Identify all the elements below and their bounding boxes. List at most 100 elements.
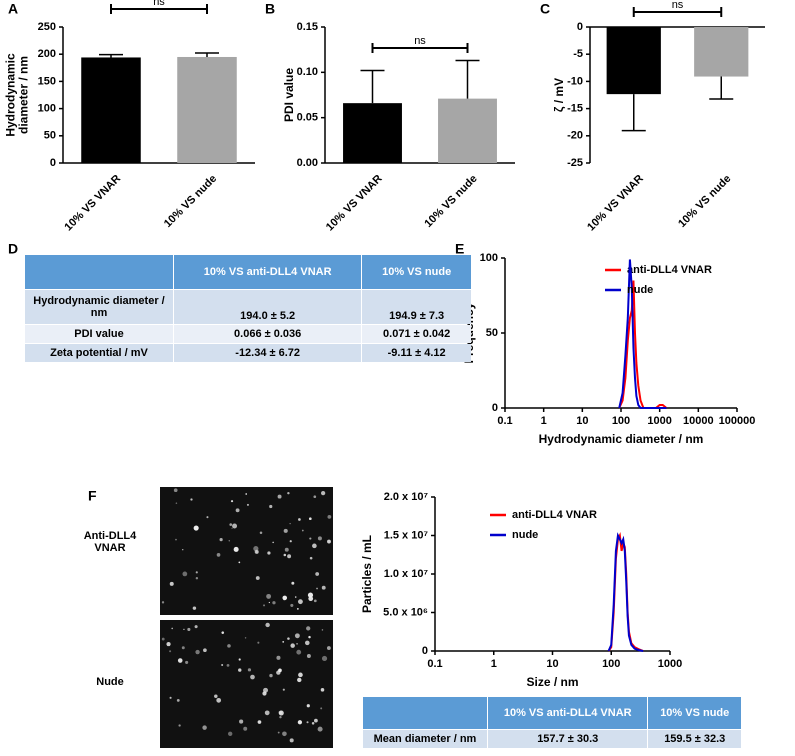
- particle: [304, 640, 310, 646]
- particle: [321, 585, 326, 590]
- particle: [255, 576, 260, 580]
- x-tick-label: 0.1: [427, 658, 442, 670]
- particle: [263, 604, 266, 607]
- annotation: ns: [414, 35, 426, 47]
- legend-label: anti-DLL4 VNAR: [627, 264, 712, 276]
- legend-label: anti-DLL4 VNAR: [512, 509, 597, 521]
- particle: [262, 691, 267, 696]
- particle: [317, 536, 322, 541]
- particle: [231, 527, 233, 529]
- particle: [176, 698, 180, 702]
- particle: [278, 710, 283, 715]
- particle: [190, 498, 193, 501]
- particle: [277, 731, 280, 734]
- particle: [272, 601, 276, 605]
- cell: 194.9 ± 7.3: [362, 290, 471, 324]
- particle: [283, 553, 287, 557]
- y-tick-label: 150: [38, 75, 56, 87]
- cell: 159.5 ± 32.3: [648, 730, 741, 748]
- error-bar: [621, 94, 646, 132]
- particle: [266, 593, 272, 599]
- row-label: Hydrodynamic diameter / nm: [25, 290, 173, 324]
- particle: [265, 622, 270, 628]
- particle: [321, 629, 324, 631]
- particle: [308, 635, 311, 639]
- particle: [247, 668, 252, 672]
- bar: [343, 103, 402, 163]
- y-tick-label: -10: [567, 75, 583, 87]
- particle: [297, 599, 303, 605]
- y-tick-label: 1.5 x 10⁷: [384, 529, 429, 541]
- particle: [183, 628, 185, 630]
- particle: [232, 523, 238, 529]
- error-bar: [99, 53, 123, 58]
- particle: [187, 627, 191, 632]
- panel-letter: F: [88, 488, 97, 504]
- particle: [227, 644, 231, 648]
- x-tick-label: 0.1: [497, 415, 512, 427]
- particle: [216, 553, 221, 557]
- particle: [321, 655, 328, 662]
- row-label: PDI value: [25, 325, 173, 343]
- annotation: ns: [153, 0, 165, 8]
- y-tick-label: 5.0 x 10⁶: [383, 606, 428, 618]
- legend-label: nude: [627, 284, 653, 296]
- particle: [178, 724, 181, 727]
- y-axis-label: ζ / mV: [552, 78, 566, 112]
- particle: [161, 601, 165, 604]
- y-tick-label: 100: [480, 252, 498, 264]
- significance-bracket: [632, 7, 723, 17]
- x-tick-label: 10% VS VNAR: [585, 173, 646, 234]
- cell: 157.7 ± 30.3: [488, 730, 648, 748]
- header-cell: 10% VS nude: [362, 255, 471, 289]
- particle: [320, 688, 325, 692]
- error-bar: [195, 52, 219, 57]
- particle: [269, 504, 273, 509]
- particle: [267, 551, 271, 555]
- y-axis-label: Hydrodynamic: [4, 53, 18, 137]
- table-f: 10% VS anti-DLL4 VNAR 10% VS nude Mean di…: [362, 696, 742, 749]
- series-line: [618, 259, 667, 409]
- y-axis-label: Particles / mL: [360, 535, 374, 613]
- particle: [182, 549, 184, 551]
- particle: [228, 540, 231, 542]
- particle: [195, 649, 200, 655]
- y-tick-label: 50: [44, 130, 56, 142]
- particle: [221, 631, 225, 634]
- bar: [606, 27, 661, 95]
- particle: [206, 516, 209, 519]
- y-tick-label: 50: [486, 327, 498, 339]
- y-tick-label: 0.05: [297, 112, 318, 124]
- particle: [230, 500, 234, 503]
- row-label: Zeta potential / mV: [25, 344, 173, 362]
- bar: [694, 27, 749, 77]
- x-tick-label: 100: [602, 658, 620, 670]
- panel-letter: C: [540, 1, 550, 17]
- particle: [264, 710, 270, 716]
- particle: [317, 726, 323, 732]
- significance-bracket: [371, 43, 469, 53]
- particle: [287, 491, 290, 495]
- particle: [238, 668, 242, 672]
- particle: [203, 648, 207, 653]
- particle: [313, 495, 317, 499]
- particle: [195, 571, 198, 574]
- particle: [216, 697, 222, 703]
- y-tick-label: 200: [38, 48, 56, 60]
- particle: [289, 522, 291, 525]
- cell: -12.34 ± 6.72: [174, 344, 362, 362]
- particle: [277, 494, 282, 499]
- particle: [243, 726, 248, 731]
- x-tick-label: 10: [576, 415, 588, 427]
- particle: [290, 643, 295, 648]
- particle: [311, 722, 315, 725]
- particle: [289, 540, 292, 543]
- y-tick-label: 2.0 x 10⁷: [384, 491, 429, 503]
- particle: [283, 528, 288, 533]
- particle: [278, 710, 284, 716]
- header-cell: [363, 697, 487, 729]
- particle: [161, 637, 165, 641]
- x-axis-label: Size / nm: [526, 675, 578, 689]
- particle: [306, 654, 311, 658]
